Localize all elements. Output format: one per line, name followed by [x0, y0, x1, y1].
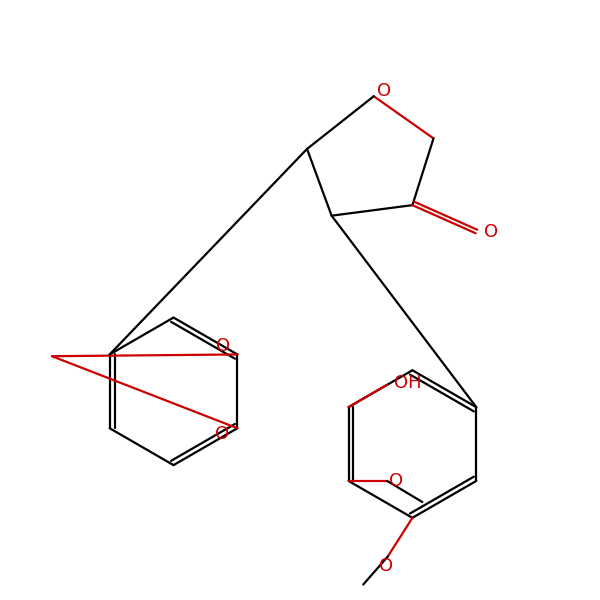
Text: O: O — [377, 82, 391, 100]
Text: O: O — [389, 472, 403, 490]
Text: O: O — [217, 337, 230, 355]
Text: O: O — [484, 223, 498, 241]
Text: O: O — [215, 425, 229, 443]
Text: O: O — [379, 557, 394, 575]
Text: OH: OH — [394, 374, 422, 392]
